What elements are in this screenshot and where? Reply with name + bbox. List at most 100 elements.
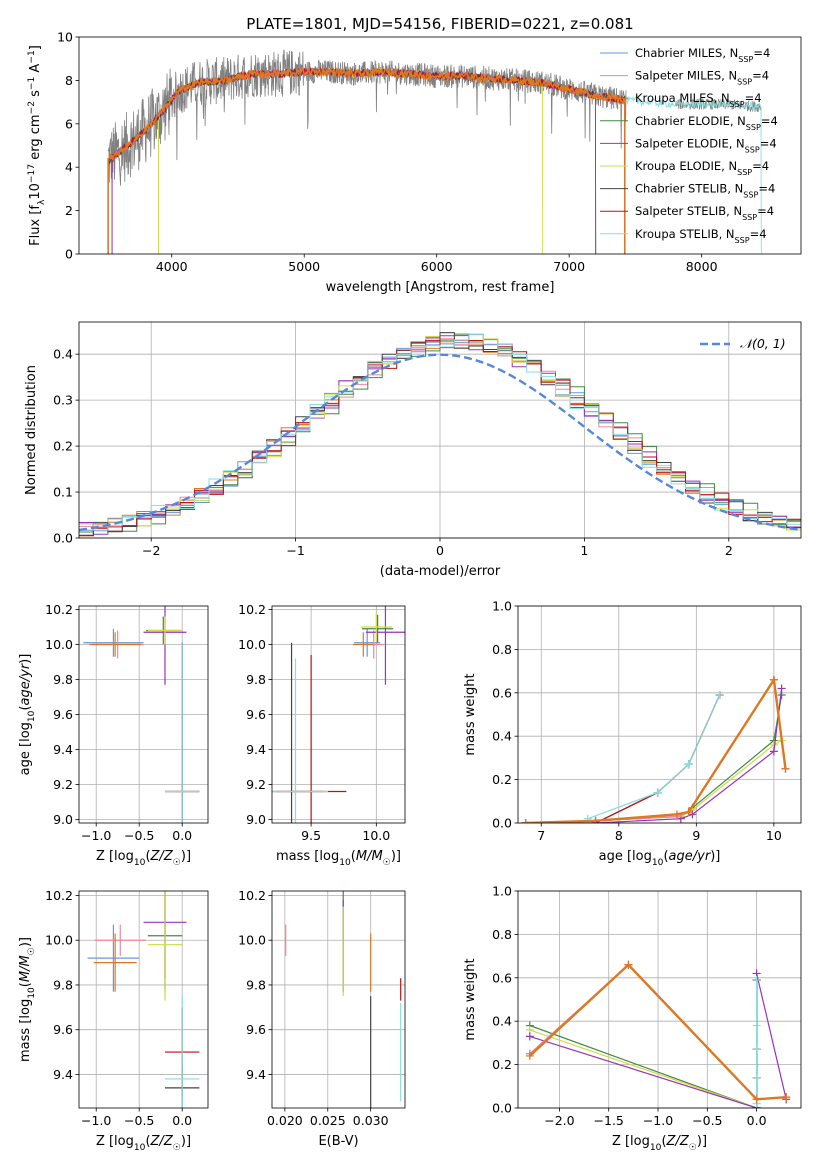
weight-point-marker bbox=[672, 810, 681, 819]
weight-line bbox=[528, 963, 787, 1101]
x-tick-label: 0.020 bbox=[267, 1113, 303, 1128]
y-tick-label: 10.0 bbox=[238, 933, 266, 948]
x-tick-label: 10.0 bbox=[362, 828, 390, 843]
y-tick-label: 9.6 bbox=[246, 1022, 266, 1037]
weight-point-marker bbox=[591, 816, 600, 823]
y-tick-label: 9.2 bbox=[246, 777, 266, 792]
y-tick-label: 0.3 bbox=[53, 393, 73, 408]
y-tick-label: 0.1 bbox=[53, 485, 73, 500]
y-tick-label: 0.4 bbox=[492, 729, 512, 744]
x-axis-label: wavelength [Angstrom, rest frame] bbox=[326, 280, 555, 295]
x-axis-label: (data-model)/error bbox=[380, 564, 501, 579]
x-tick-label: −2.0 bbox=[544, 1113, 574, 1128]
y-tick-label: 9.4 bbox=[53, 742, 73, 757]
y-axis-label: mass [log10(M/M☉)] bbox=[18, 937, 37, 1062]
x-axis-label: E(B-V) bbox=[318, 1134, 358, 1149]
x-axis-label: mass [log10(M/M☉)] bbox=[276, 849, 401, 868]
normal-legend-label: 𝒩(0, 1) bbox=[740, 336, 786, 351]
y-tick-label: 9.4 bbox=[246, 742, 266, 757]
legend-label: Chabrier STELIB, NSSP=4 bbox=[635, 182, 775, 200]
weight-vs-metallicity-plot-area bbox=[525, 960, 791, 1108]
x-tick-label: 0.0 bbox=[172, 1113, 192, 1128]
x-tick-label: −1.0 bbox=[81, 1113, 111, 1128]
y-axis-label: mass weight bbox=[463, 673, 478, 755]
y-tick-label: 0.6 bbox=[492, 685, 512, 700]
weight-point-marker bbox=[769, 747, 778, 756]
x-tick-label: −1.0 bbox=[643, 1113, 673, 1128]
mass-vs-metallicity-frame bbox=[78, 890, 209, 1109]
legend-label: Salpeter STELIB, NSSP=4 bbox=[635, 204, 774, 222]
weight-vs-age-plot-area bbox=[521, 675, 790, 823]
spectrum-panel: 4000 5000 6000 7000 8000 0 2 4 6 8 10 wavelength [A… bbox=[27, 30, 802, 295]
x-tick-label: 0.0 bbox=[172, 828, 192, 843]
weight-line bbox=[525, 688, 783, 823]
y-tick-label: 10.2 bbox=[45, 602, 73, 617]
y-tick-label: 0.4 bbox=[492, 1014, 512, 1029]
x-tick-label: −1.5 bbox=[594, 1113, 624, 1128]
weight-point-marker bbox=[521, 819, 530, 823]
x-axis-label: age [log10(age/yr)] bbox=[599, 849, 721, 868]
y-tick-label: 9.6 bbox=[53, 1022, 73, 1037]
weight-point-marker bbox=[769, 675, 778, 684]
y-tick-label: 0.8 bbox=[492, 927, 512, 942]
x-tick-label: −0.5 bbox=[124, 1113, 154, 1128]
y-tick-label: 10.0 bbox=[238, 637, 266, 652]
y-tick-label: 10.2 bbox=[238, 888, 266, 903]
residuals-plot-area bbox=[79, 332, 801, 537]
y-tick-label: 10.2 bbox=[238, 602, 266, 617]
x-axis-label: Z [log10(Z/Z☉)] bbox=[612, 1134, 707, 1153]
x-tick-label: −1 bbox=[286, 543, 304, 558]
y-tick-label: 9.6 bbox=[53, 707, 73, 722]
y-tick-label: 0.0 bbox=[492, 816, 512, 831]
y-tick-label: 9.0 bbox=[246, 812, 266, 827]
y-tick-label: 9.8 bbox=[246, 977, 266, 992]
y-axis-label: Flux [fλ10−17 erg cm−2 s−1 A−1] bbox=[27, 45, 47, 246]
y-tick-label: 8 bbox=[65, 73, 73, 88]
legend-label: Chabrier MILES, NSSP=4 bbox=[635, 46, 770, 64]
weight-point-marker bbox=[752, 1073, 761, 1082]
weight-line bbox=[525, 676, 787, 823]
x-tick-label: −0.5 bbox=[124, 828, 154, 843]
x-tick-label: 5000 bbox=[288, 259, 320, 274]
weight-vs-age-frame bbox=[517, 605, 802, 824]
legend-label: Kroupa MILES, NSSP=4 bbox=[635, 91, 762, 109]
age-vs-metallicity-plot-area bbox=[83, 606, 200, 823]
weight-vs-metallicity-panel: −2.0 −1.5 −1.0 −0.5 0.0 0.0 0.2 0.4 0.6 0.8 1.0 Z [… bbox=[463, 884, 802, 1153]
y-tick-label: 0.4 bbox=[53, 347, 73, 362]
age-vs-mass-panel: 9.5 10.0 9.0 9.2 9.4 9.6 9.8 10.0 10.2 mass [log1… bbox=[238, 602, 406, 868]
x-tick-label: 0.0 bbox=[747, 1113, 767, 1128]
weight-point-marker bbox=[715, 690, 724, 699]
x-tick-label: −2 bbox=[142, 543, 160, 558]
mass-vs-extinction-plot-area bbox=[285, 891, 402, 1108]
y-tick-label: 9.8 bbox=[246, 672, 266, 687]
y-tick-label: 9.8 bbox=[53, 977, 73, 992]
x-tick-label: −1.0 bbox=[81, 828, 111, 843]
mass-vs-metallicity-panel: −1.0 −0.5 0.0 9.4 9.6 9.8 10.0 10.2 Z [log10(Z/Z… bbox=[18, 888, 209, 1153]
figure-title: PLATE=1801, MJD=54156, FIBERID=0221, z=0… bbox=[246, 15, 633, 33]
legend-label: Chabrier ELODIE, NSSP=4 bbox=[635, 114, 778, 132]
mass-vs-metallicity-plot-area bbox=[87, 891, 200, 1108]
x-tick-label: 2 bbox=[725, 543, 733, 558]
y-tick-label: 0.2 bbox=[492, 772, 512, 787]
x-tick-label: −0.5 bbox=[692, 1113, 722, 1128]
mass-vs-extinction-panel: 0.020 0.025 0.030 9.4 9.6 9.8 10.0 10.2 E(B-V) bbox=[238, 888, 406, 1149]
y-tick-label: 1.0 bbox=[492, 884, 512, 899]
spectrum-frame bbox=[78, 36, 802, 255]
y-tick-label: 0.6 bbox=[492, 970, 512, 985]
residuals-panel: −2 −1 0 1 2 0.0 0.1 0.2 0.3 0.4 (data-model)/error… bbox=[24, 321, 802, 579]
weight-point-marker bbox=[684, 760, 693, 769]
weight-point-marker bbox=[752, 1095, 761, 1104]
y-tick-label: 9.4 bbox=[53, 1067, 73, 1082]
x-tick-label: 1 bbox=[580, 543, 588, 558]
x-tick-label: 9 bbox=[692, 828, 700, 843]
y-tick-label: 0.2 bbox=[53, 439, 73, 454]
weight-point-marker bbox=[752, 975, 761, 984]
y-tick-label: 10.0 bbox=[45, 933, 73, 948]
weight-point-marker bbox=[653, 788, 662, 797]
weight-point-marker bbox=[777, 684, 786, 693]
age-vs-metallicity-panel: −1.0 −0.5 0.0 9.0 9.2 9.4 9.6 9.8 10.0 10.2 Z [log… bbox=[18, 602, 209, 868]
y-tick-label: 1.0 bbox=[492, 599, 512, 614]
y-axis-label: mass weight bbox=[463, 958, 478, 1040]
legend-label: Kroupa ELODIE, NSSP=4 bbox=[635, 159, 769, 177]
